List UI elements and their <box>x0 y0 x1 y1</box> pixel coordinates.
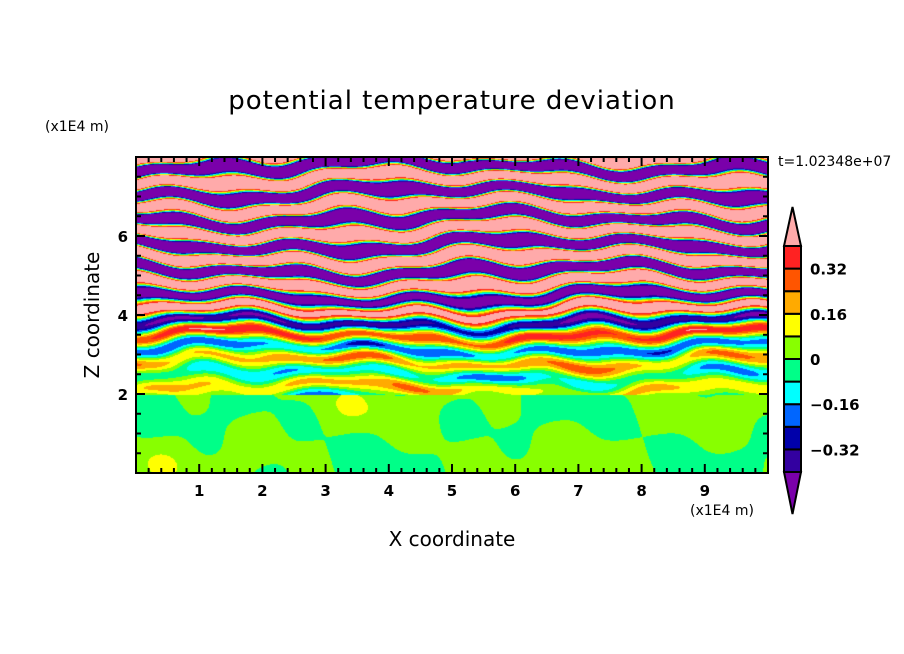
colorbar-label: −0.32 <box>810 441 860 459</box>
colorbar-swatch <box>783 267 802 293</box>
x-axis-label: X coordinate <box>0 527 904 551</box>
x-tick-label: 4 <box>384 482 394 500</box>
colorbar-swatch <box>783 425 802 451</box>
colorbar-label: 0.32 <box>810 261 847 279</box>
z-tick-label: 2 <box>118 386 128 404</box>
x-tick-label: 3 <box>320 482 330 500</box>
colorbar-swatch <box>783 245 802 270</box>
colorbar-label: 0 <box>810 351 820 369</box>
x-tick-label: 1 <box>194 482 204 500</box>
colorbar-swatch <box>783 403 802 428</box>
chart-title: potential temperature deviation <box>228 86 676 116</box>
colorbar-swatch <box>783 448 802 473</box>
x-tick-label: 9 <box>700 482 710 500</box>
z-tick-label: 6 <box>118 228 128 246</box>
colorbar-label: 0.16 <box>810 306 847 324</box>
x-tick-label: 2 <box>257 482 267 500</box>
z-axis-unit: (x1E4 m) <box>45 119 109 135</box>
colorbar-swatch <box>783 312 802 338</box>
time-label: t=1.02348e+07 <box>778 154 892 170</box>
x-axis-label-text: X coordinate <box>388 527 516 551</box>
x-tick-label: 8 <box>636 482 646 500</box>
colorbar-swatch <box>783 290 802 315</box>
z-tick-label: 4 <box>118 307 128 325</box>
x-tick-label: 5 <box>447 482 457 500</box>
x-tick-label: 7 <box>573 482 583 500</box>
plot-frame <box>135 156 769 474</box>
colorbar-swatch <box>783 335 802 360</box>
x-tick-label: 6 <box>510 482 520 500</box>
colorbar-swatch <box>783 358 802 383</box>
colorbar-extend-low <box>782 471 803 515</box>
colorbar-swatch <box>783 380 802 406</box>
x-axis-unit: (x1E4 m) <box>690 503 754 519</box>
colorbar-extend-high <box>782 206 803 247</box>
contour-field <box>136 157 768 473</box>
colorbar-label: −0.16 <box>810 396 860 414</box>
